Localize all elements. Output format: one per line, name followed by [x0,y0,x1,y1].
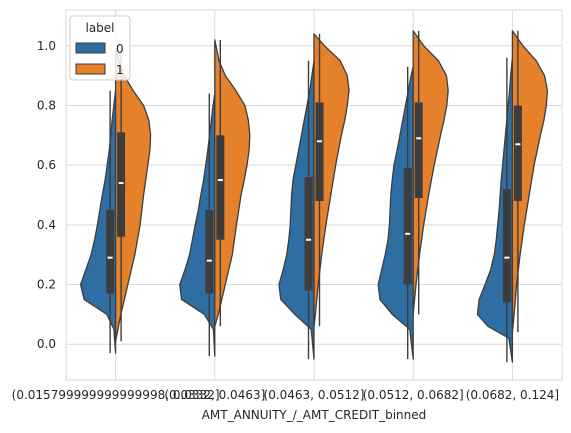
legend-label-0: 0 [116,42,124,56]
legend-swatch-1 [75,63,106,75]
x-tick-label: (0.015799999999999998, 0.0332] [12,388,220,402]
legend: label 0 1 [69,15,131,81]
iqr-box [315,102,324,201]
x-tick-label: (0.0332, 0.0463] [164,388,265,402]
x-axis-title: AMT_ANNUITY_/_AMT_CREDIT_binned [202,408,427,422]
legend-label-1: 1 [116,63,124,77]
violin-half-series-1 [214,39,251,327]
iqr-box [117,132,126,237]
iqr-box [106,209,115,294]
y-tick-label: 0.0 [37,337,56,351]
y-tick-label: 1.0 [37,39,56,53]
y-tick-label: 0.4 [37,218,56,232]
x-tick-label: (0.0512, 0.0682] [363,388,464,402]
violin-half-series-1 [412,30,449,316]
x-tick-label: (0.0463, 0.0512] [264,388,365,402]
iqr-box [205,209,214,294]
iqr-box [304,177,313,291]
violins [79,30,549,363]
iqr-box [502,189,511,303]
iqr-box [513,105,522,201]
iqr-box [216,135,225,240]
legend-swatch-0 [75,42,106,54]
iqr-box [414,102,423,198]
x-axis-ticks: (0.015799999999999998, 0.0332](0.0332, 0… [12,388,559,402]
iqr-box [403,168,412,285]
legend-title: label [85,21,114,35]
y-tick-label: 0.2 [37,278,56,292]
y-tick-label: 0.8 [37,98,56,112]
y-axis-ticks: 0.0 0.2 0.4 0.6 0.8 1.0 [37,39,56,351]
violin-half-series-0 [377,66,414,360]
y-tick-label: 0.6 [37,158,56,172]
x-tick-label: (0.0682, 0.124] [466,388,559,402]
